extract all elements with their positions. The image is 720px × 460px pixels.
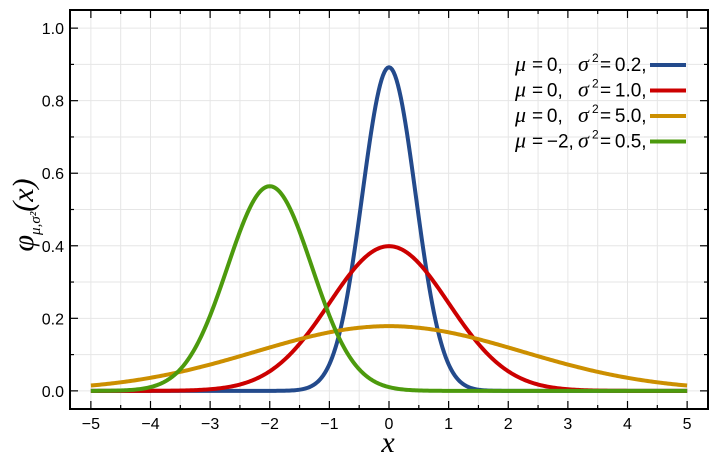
legend-mu-symbol: μ [514, 102, 526, 127]
legend-mu-value: = 0, [532, 55, 563, 76]
legend-sigma-value: = 1.0, [600, 81, 647, 102]
y-axis-title-text: φμ,σ²(x) [7, 178, 44, 251]
legend-sigma-exponent: 2 [592, 51, 599, 65]
y-axis-title-argument: (x) [7, 178, 40, 211]
legend-sigma-exponent: 2 [592, 77, 599, 91]
curve-layer [90, 65, 688, 393]
legend-mu-value: = −2, [532, 132, 574, 153]
series-line-4 [90, 184, 688, 393]
x-tick-label: −5 [82, 416, 100, 433]
legend-sigma-value: = 0.5, [600, 132, 647, 153]
x-tick-label: 4 [623, 416, 632, 433]
y-tick-label: 0.2 [42, 311, 64, 328]
legend-entry-1: μ = 0, σ 2 = 0.2, [514, 51, 686, 76]
x-tick-label: −3 [201, 416, 219, 433]
y-axis-title-main: φ [7, 235, 40, 252]
y-axis-title-subscript: μ,σ² [28, 211, 44, 236]
x-tick-label: 5 [683, 416, 692, 433]
legend-entry-4: μ = −2, σ 2 = 0.5, [514, 128, 686, 153]
x-tick-label: 0 [385, 416, 394, 433]
x-tick-label: 1 [444, 416, 453, 433]
legend: μ = 0, σ 2 = 0.2,μ = 0, σ 2 = 1.0,μ = 0, σ 2 = 5.0,μ… [514, 51, 686, 153]
x-tick-label: −2 [261, 416, 279, 433]
x-tick-label: −1 [320, 416, 338, 433]
x-tick-label: −4 [141, 416, 159, 433]
y-tick-label: 0.4 [42, 239, 64, 256]
axis-layer [69, 9, 709, 410]
y-tick-label: 0.6 [42, 166, 64, 183]
y-tick-label: 0.0 [42, 384, 64, 401]
legend-sigma-symbol: σ [578, 102, 590, 127]
legend-sigma-symbol: σ [578, 51, 590, 76]
x-tick-label: 2 [504, 416, 513, 433]
legend-mu-symbol: μ [514, 77, 526, 102]
legend-entry-3: μ = 0, σ 2 = 5.0, [514, 102, 686, 127]
legend-mu-value: = 0, [532, 81, 563, 102]
legend-mu-symbol: μ [514, 128, 526, 153]
legend-entry-2: μ = 0, σ 2 = 1.0, [514, 77, 686, 102]
legend-sigma-value: = 5.0, [600, 106, 647, 127]
y-tick-label: 1.0 [42, 21, 64, 38]
tick-label-layer: −5 −4 −3 −2 −1 0 1 2 3 4 5 0.0 0.2 0.4 0.6 0.8 1.0 [42, 21, 692, 433]
legend-sigma-symbol: σ [578, 77, 590, 102]
y-axis-title: φμ,σ²(x) [7, 178, 44, 251]
legend-sigma-exponent: 2 [592, 128, 599, 142]
legend-sigma-value: = 0.2, [600, 55, 647, 76]
legend-mu-value: = 0, [532, 106, 563, 127]
x-axis-title: x [380, 426, 395, 459]
legend-sigma-exponent: 2 [592, 102, 599, 116]
legend-mu-symbol: μ [514, 51, 526, 76]
x-tick-label: 3 [563, 416, 572, 433]
series-line-3 [90, 324, 688, 388]
legend-sigma-symbol: σ [578, 128, 590, 153]
y-tick-label: 0.8 [42, 94, 64, 111]
